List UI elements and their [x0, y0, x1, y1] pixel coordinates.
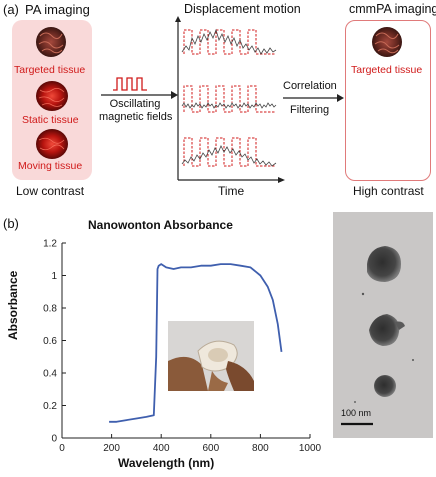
targeted-tissue-image — [36, 27, 66, 57]
static-tissue-image — [36, 81, 68, 111]
trace-3 — [181, 137, 277, 167]
chart-ticks: 0 200 400 600 800 1000 0 0.2 0.4 0.6 0.8 1 1.2 — [43, 239, 321, 455]
arrow-right-icon — [101, 91, 178, 99]
correlation-label: Correlation — [283, 80, 337, 92]
filtering-label: Filtering — [290, 104, 330, 116]
x-tick-label: 400 — [153, 443, 170, 454]
displacement-plot — [175, 16, 285, 183]
low-contrast-label: Low contrast — [16, 184, 85, 198]
y-axis-label: Absorbance — [6, 270, 20, 340]
osc-line-2: magnetic fields — [99, 111, 173, 123]
inset-photo — [168, 321, 254, 391]
y-tick-label: 1.2 — [43, 239, 57, 250]
x-tick-label: 800 — [252, 443, 269, 454]
chart-title: Nanowonton Absorbance — [88, 218, 233, 232]
disp-y-arrow-icon — [175, 16, 181, 22]
x-tick-label: 1000 — [299, 443, 322, 454]
tem-particles — [341, 246, 414, 426]
time-axis-label: Time — [218, 184, 245, 198]
panel-b-label: (b) — [3, 216, 19, 231]
moving-tissue-image — [36, 129, 68, 159]
y-tick-label: 0.4 — [43, 369, 57, 380]
y-tick-label: 0.2 — [43, 401, 57, 412]
chart-series — [109, 263, 283, 423]
square-wave-icon — [113, 77, 147, 91]
arrow-right-icon-2 — [283, 94, 344, 102]
absorbance-chart: 0 200 400 600 800 1000 0 0.2 0.4 0.6 0.8 1 1.2 — [43, 239, 321, 455]
displacement-title: Displacement motion — [184, 2, 301, 16]
x-axis-label: Wavelength (nm) — [118, 456, 215, 470]
disp-x-arrow-icon — [278, 177, 285, 183]
pa-imaging-title: PA imaging — [25, 2, 90, 17]
moving-tissue-label: Moving tissue — [18, 160, 83, 172]
trace-1 — [181, 28, 277, 55]
y-tick-label: 0.6 — [43, 336, 57, 347]
y-tick-label: 1 — [51, 271, 57, 282]
trace-2 — [181, 85, 277, 113]
static-tissue-label: Static tissue — [22, 114, 79, 126]
x-tick-label: 0 — [59, 443, 65, 454]
x-tick-label: 600 — [202, 443, 219, 454]
x-tick-label: 200 — [103, 443, 120, 454]
cmmpa-title: cmmPA imaging — [349, 2, 436, 16]
osc-line-1: Oscillating — [109, 98, 161, 110]
targeted-tissue-image-out — [372, 27, 402, 57]
high-contrast-label: High contrast — [353, 184, 424, 198]
targeted-tissue-out-label: Targeted tissue — [351, 64, 423, 76]
oscillating-fields-label: Oscillating magnetic fields — [99, 98, 173, 124]
y-tick-label: 0.8 — [43, 304, 57, 315]
targeted-tissue-label: Targeted tissue — [14, 64, 86, 76]
scale-bar-label: 100 nm — [341, 408, 372, 418]
tem-image: 100 nm — [333, 212, 433, 438]
panel-a-label: (a) — [3, 2, 19, 17]
y-tick-label: 0 — [51, 434, 57, 445]
